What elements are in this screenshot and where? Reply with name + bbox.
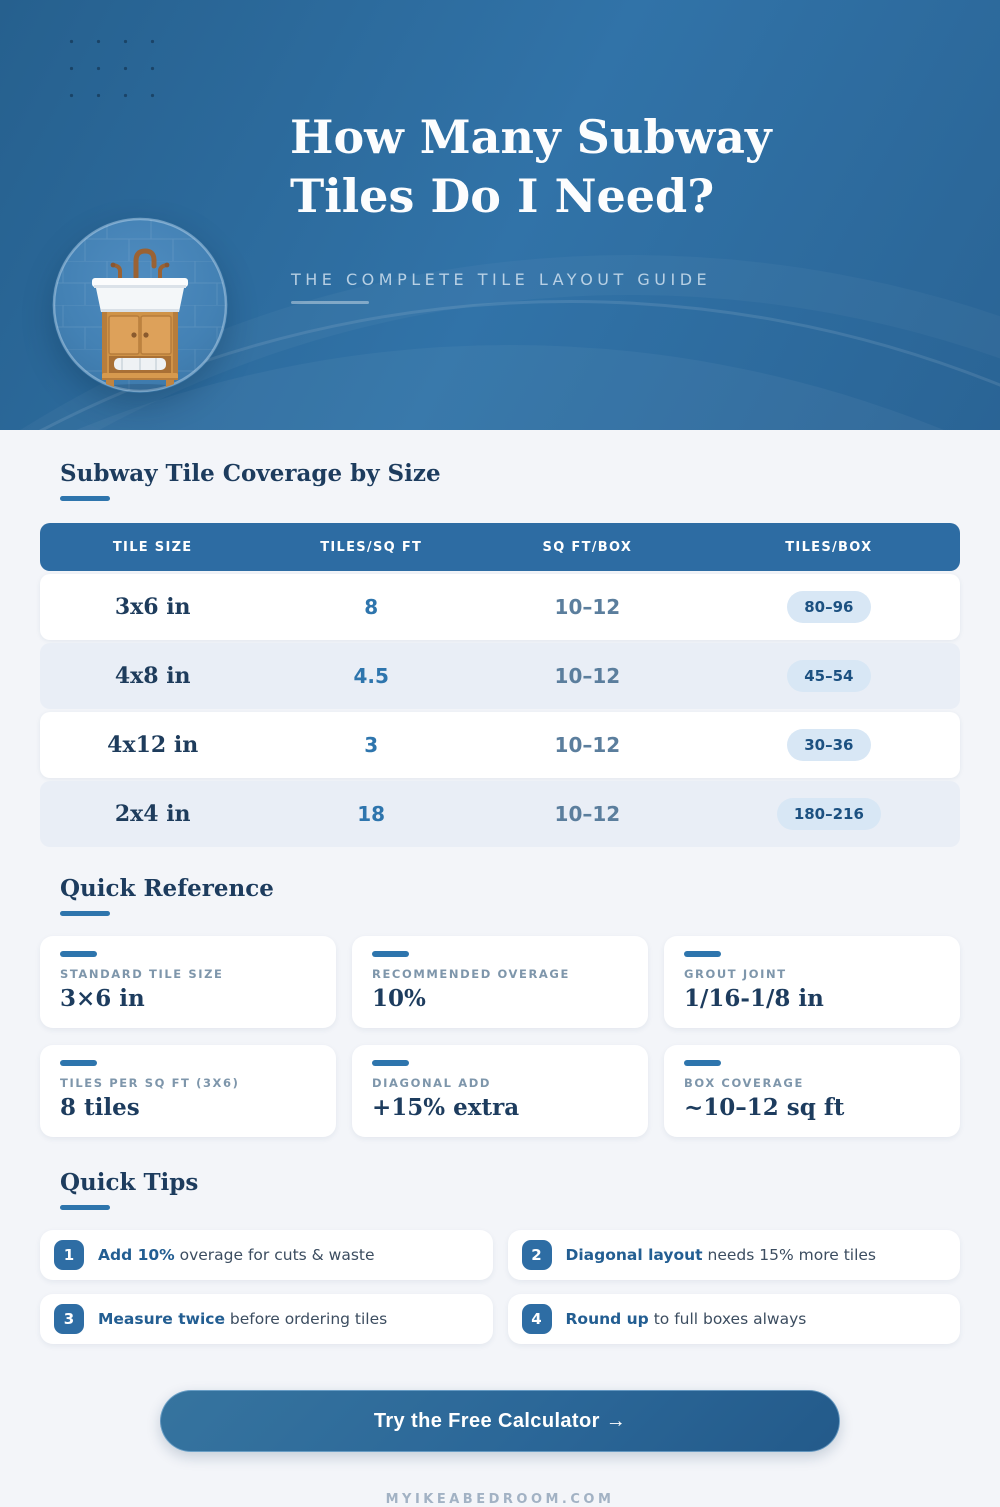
tip-text-rest: before ordering tiles xyxy=(224,1310,388,1328)
tiles-per-box-badge: 180–216 xyxy=(776,798,881,830)
column-header-tiles-sqft: TILES/SQ FT xyxy=(320,539,423,555)
page-title: How Many Subway Tiles Do I Need? xyxy=(290,108,772,227)
free-calculator-button[interactable]: Try the Free Calculator → xyxy=(160,1390,840,1452)
card-accent-bar xyxy=(372,1060,409,1066)
reference-value: ~10–12 sq ft xyxy=(684,1094,845,1121)
tile-size-cell: 3x6 in xyxy=(114,594,191,620)
reference-card: STANDARD TILE SIZE 3×6 in xyxy=(40,936,336,1028)
card-accent-bar xyxy=(372,951,409,957)
tip-text-strong: Measure twice xyxy=(98,1310,225,1328)
sqft-per-box-cell: 10–12 xyxy=(554,802,621,826)
reference-label: BOX COVERAGE xyxy=(684,1076,804,1090)
reference-card: GROUT JOINT 1/16-1/8 in xyxy=(664,936,960,1028)
column-header-tiles-box: TILES/BOX xyxy=(785,539,873,555)
sqft-per-box-cell: 10–12 xyxy=(554,664,621,688)
hero-banner: How Many Subway Tiles Do I Need? THE COMP… xyxy=(0,0,1000,430)
tip-text-rest: overage for cuts & waste xyxy=(174,1246,375,1264)
coverage-table-header: TILE SIZE TILES/SQ FT SQ FT/BOX TILES/BO… xyxy=(40,523,960,571)
coverage-table: TILE SIZE TILES/SQ FT SQ FT/BOX TILES/BO… xyxy=(40,523,960,847)
tiles-per-sqft-cell: 18 xyxy=(357,802,386,826)
reference-card: TILES PER SQ FT (3X6) 8 tiles xyxy=(40,1045,336,1137)
heading-underline xyxy=(60,496,110,501)
tip-number-badge: 4 xyxy=(521,1304,552,1334)
tip-card: 4 Round up to full boxes always xyxy=(507,1294,960,1344)
tip-text-rest: to full boxes always xyxy=(648,1310,807,1328)
heading-underline xyxy=(60,911,110,916)
tip-text: Measure twice before ordering tiles xyxy=(98,1310,387,1328)
reference-card: RECOMMENDED OVERAGE 10% xyxy=(352,936,648,1028)
card-accent-bar xyxy=(684,951,721,957)
reference-label: GROUT JOINT xyxy=(684,967,787,981)
tiles-per-box-cell: 80–96 xyxy=(698,591,960,623)
tiles-per-sqft-cell: 4.5 xyxy=(353,664,389,688)
reference-value: 10% xyxy=(372,985,426,1012)
reference-value: +15% extra xyxy=(372,1094,520,1121)
main-content: Subway Tile Coverage by Size TILE SIZE T… xyxy=(0,460,1000,1507)
coverage-section-heading: Subway Tile Coverage by Size xyxy=(60,460,441,487)
tip-text: Add 10% overage for cuts & waste xyxy=(98,1246,375,1264)
reference-label: STANDARD TILE SIZE xyxy=(60,967,224,981)
reference-card: DIAGONAL ADD +15% extra xyxy=(352,1045,648,1137)
tip-text: Diagonal layout needs 15% more tiles xyxy=(566,1246,877,1264)
reference-value: 8 tiles xyxy=(60,1094,140,1121)
tip-number-badge: 2 xyxy=(521,1240,552,1270)
table-row: 4x12 in 3 10–12 30–36 xyxy=(40,712,960,778)
page-title-line2: Tiles Do I Need? xyxy=(290,169,715,224)
tip-text-strong: Round up xyxy=(565,1310,649,1328)
tip-text-strong: Diagonal layout xyxy=(565,1246,703,1264)
reference-value: 3×6 in xyxy=(60,985,145,1012)
tiles-per-sqft-cell: 3 xyxy=(364,733,379,757)
tip-card: 2 Diagonal layout needs 15% more tiles xyxy=(507,1230,960,1280)
tip-text-strong: Add 10% xyxy=(98,1246,175,1264)
tip-number-badge: 3 xyxy=(54,1304,84,1334)
card-accent-bar xyxy=(684,1060,721,1066)
table-row: 3x6 in 8 10–12 80–96 xyxy=(40,574,960,640)
tip-text: Round up to full boxes always xyxy=(566,1310,807,1328)
card-accent-bar xyxy=(60,1060,97,1066)
quick-reference-heading: Quick Reference xyxy=(60,875,274,902)
tiles-per-box-cell: 45–54 xyxy=(698,660,960,692)
tile-size-cell: 2x4 in xyxy=(114,801,191,827)
quick-tips-grid: 1 Add 10% overage for cuts & waste 2 Dia… xyxy=(40,1230,960,1344)
quick-tips-heading: Quick Tips xyxy=(60,1169,199,1196)
reference-label: DIAGONAL ADD xyxy=(372,1076,491,1090)
tiles-per-box-cell: 30–36 xyxy=(698,729,960,761)
tip-number-badge: 1 xyxy=(54,1240,84,1270)
reference-label: RECOMMENDED OVERAGE xyxy=(372,967,570,981)
table-row: 4x8 in 4.5 10–12 45–54 xyxy=(40,643,960,709)
decorative-dot-grid xyxy=(58,28,170,113)
reference-card: BOX COVERAGE ~10–12 sq ft xyxy=(664,1045,960,1137)
vanity-sink-illustration xyxy=(52,217,228,393)
quick-reference-grid: STANDARD TILE SIZE 3×6 in RECOMMENDED OV… xyxy=(40,936,960,1137)
tiles-per-box-cell: 180–216 xyxy=(698,798,960,830)
reference-label: TILES PER SQ FT (3X6) xyxy=(60,1076,240,1090)
page-subtitle: THE COMPLETE TILE LAYOUT GUIDE xyxy=(291,270,712,289)
tip-text-rest: needs 15% more tiles xyxy=(702,1246,877,1264)
vanity-sink-icon xyxy=(52,217,228,393)
subtitle-underline xyxy=(291,301,369,304)
reference-value: 1/16-1/8 in xyxy=(684,985,824,1012)
tiles-per-sqft-cell: 8 xyxy=(364,595,379,619)
tiles-per-box-badge: 30–36 xyxy=(787,729,871,761)
card-accent-bar xyxy=(60,951,97,957)
tiles-per-box-badge: 45–54 xyxy=(787,660,871,692)
page-title-line1: How Many Subway xyxy=(290,110,772,164)
tile-size-cell: 4x12 in xyxy=(107,732,199,758)
tip-card: 3 Measure twice before ordering tiles xyxy=(40,1294,493,1344)
sqft-per-box-cell: 10–12 xyxy=(554,595,621,619)
tiles-per-box-badge: 80–96 xyxy=(787,591,871,623)
sqft-per-box-cell: 10–12 xyxy=(554,733,621,757)
tile-size-cell: 4x8 in xyxy=(114,663,191,689)
table-row: 2x4 in 18 10–12 180–216 xyxy=(40,781,960,847)
column-header-sqft-box: SQ FT/BOX xyxy=(542,539,633,555)
heading-underline xyxy=(60,1205,110,1210)
tip-card: 1 Add 10% overage for cuts & waste xyxy=(40,1230,493,1280)
column-header-tile-size: TILE SIZE xyxy=(112,539,193,555)
